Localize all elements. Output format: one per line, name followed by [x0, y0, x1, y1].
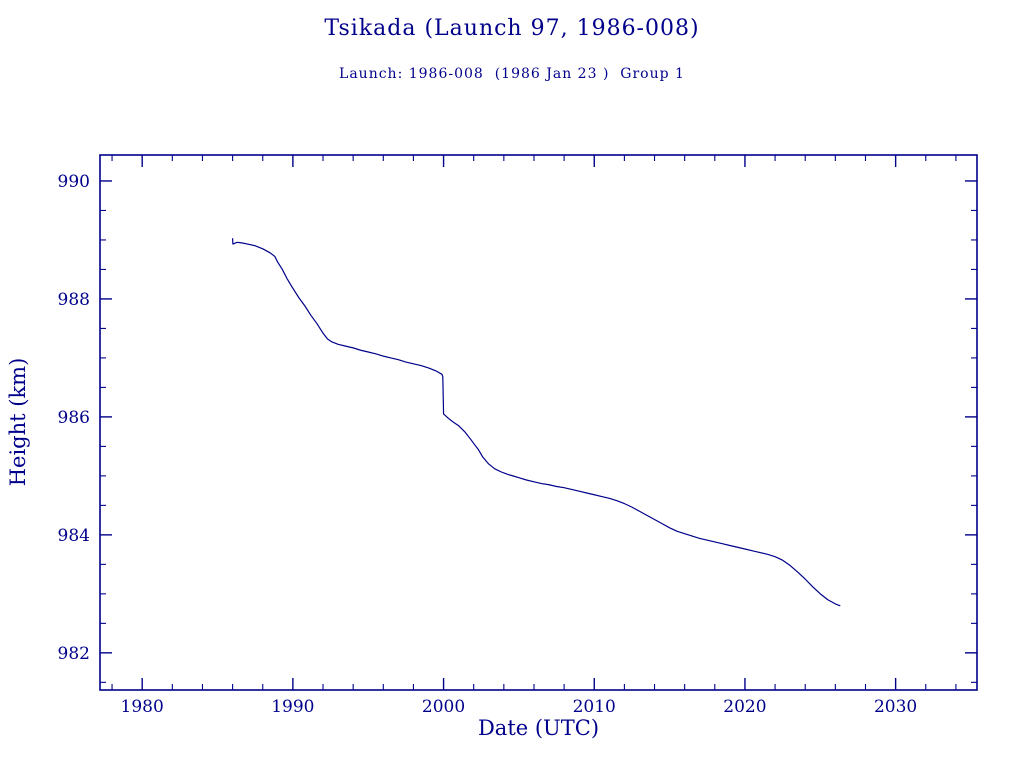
x-tick-label: 1980	[121, 697, 164, 717]
x-tick-label: 1990	[271, 697, 314, 717]
x-tick-label: 2000	[422, 697, 465, 717]
plot-frame	[99, 154, 978, 691]
height-series-line	[232, 238, 841, 607]
y-tick-label: 986	[58, 408, 90, 428]
x-tick-label: 2010	[573, 697, 616, 717]
x-tick-label: 2020	[723, 697, 766, 717]
chart-title: Tsikada (Launch 97, 1986-008)	[324, 16, 700, 41]
y-axis-label: Height (km)	[6, 357, 30, 487]
y-tick-label: 988	[58, 290, 90, 310]
x-axis-label: Date (UTC)	[477, 716, 600, 740]
chart-subtitle: Launch: 1986-008 (1986 Jan 23 ) Group 1	[339, 66, 685, 82]
y-tick-label: 984	[58, 526, 90, 546]
y-tick-label: 990	[58, 172, 90, 192]
x-tick-label: 2030	[874, 697, 917, 717]
y-tick-label: 982	[58, 644, 90, 664]
